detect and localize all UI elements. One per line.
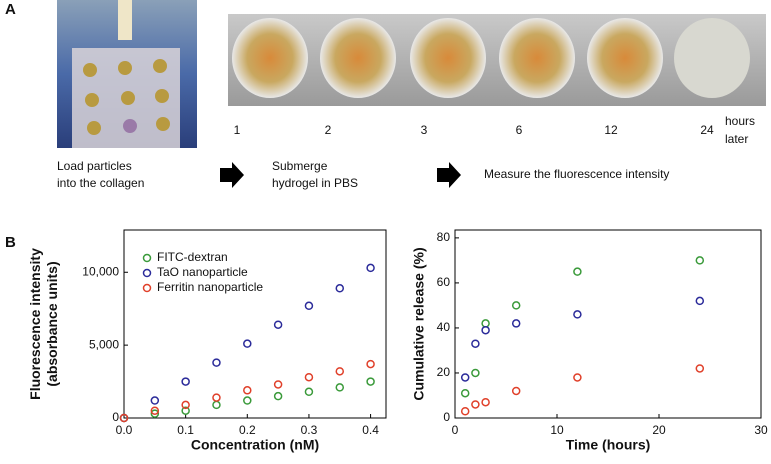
data-point xyxy=(471,339,480,348)
data-point xyxy=(243,339,252,348)
data-point xyxy=(150,409,160,418)
step-caption: into the collagen xyxy=(57,176,144,190)
arrow xyxy=(437,162,461,188)
data-point xyxy=(243,386,252,395)
data-point xyxy=(460,406,470,416)
well-time: 6 xyxy=(516,123,523,137)
step-caption: Measure the fluorescence intensity xyxy=(484,167,669,181)
hours-label: later xyxy=(725,132,748,146)
x-axis-label: Time (hours) xyxy=(566,437,651,453)
legend-label: FITC-dextran xyxy=(157,250,228,264)
data-point xyxy=(481,319,490,328)
data-point xyxy=(304,372,314,382)
x-tick-label: 30 xyxy=(754,423,768,437)
x-tick-label: 10 xyxy=(550,423,564,437)
panel-label: A xyxy=(5,1,16,18)
data-point xyxy=(481,397,490,407)
well-time: 3 xyxy=(421,123,428,137)
data-point xyxy=(335,284,345,293)
hours-label: hours xyxy=(725,114,755,128)
x-tick-label: 0 xyxy=(452,423,459,437)
x-axis-label: Concentration (nM) xyxy=(191,437,319,453)
legend-marker xyxy=(142,268,152,278)
data-point xyxy=(573,267,582,276)
y-tick-label: 5,000 xyxy=(89,337,119,351)
step-caption: hydrogel in PBS xyxy=(272,176,358,190)
plot-frame xyxy=(123,229,387,419)
data-point xyxy=(212,358,221,367)
y-tick-label: 20 xyxy=(437,365,451,379)
step-caption: Submerge xyxy=(272,159,328,173)
step-caption: Load particles xyxy=(57,159,132,173)
data-point xyxy=(273,391,283,401)
plot-frame xyxy=(454,229,762,419)
data-point xyxy=(335,383,345,392)
panel-label: B xyxy=(5,234,16,251)
arrow xyxy=(220,162,244,188)
legend-marker xyxy=(142,283,152,293)
photo-hydrogel xyxy=(57,0,197,148)
data-point xyxy=(573,310,582,319)
data-point xyxy=(366,377,375,386)
data-point xyxy=(273,320,283,329)
data-point xyxy=(511,319,521,328)
legend-marker xyxy=(142,253,152,263)
data-point xyxy=(212,393,221,402)
well-time: 2 xyxy=(325,123,332,137)
data-point xyxy=(243,396,252,405)
y-tick-label: 60 xyxy=(437,275,451,289)
data-point xyxy=(460,388,470,398)
x-tick-label: 20 xyxy=(652,423,666,437)
data-point xyxy=(212,400,221,410)
well-time: 12 xyxy=(604,123,618,137)
data-point xyxy=(366,359,375,369)
data-point xyxy=(366,263,375,273)
data-point xyxy=(471,368,480,378)
data-point xyxy=(181,377,190,386)
y-tick-label: 40 xyxy=(437,320,451,334)
x-tick-label: 0.1 xyxy=(177,423,194,437)
data-point xyxy=(150,406,160,415)
y-tick-label: 80 xyxy=(437,230,451,244)
x-tick-label: 0.0 xyxy=(116,423,133,437)
data-point xyxy=(481,325,490,335)
data-point xyxy=(511,386,521,396)
data-point xyxy=(273,380,283,389)
data-point xyxy=(181,400,190,410)
well-time: 1 xyxy=(234,123,241,137)
y-tick-label: 0 xyxy=(112,410,119,424)
well-time: 24 xyxy=(700,123,714,137)
data-point xyxy=(335,367,345,376)
y-tick-label: 10,000 xyxy=(82,264,119,278)
data-point xyxy=(471,400,480,409)
x-tick-label: 0.4 xyxy=(362,423,379,437)
data-point xyxy=(511,301,521,310)
y-axis-label: Cumulative release (%) xyxy=(411,247,427,400)
data-point xyxy=(304,301,314,311)
y-axis-label: (absorbance units) xyxy=(44,261,60,386)
data-point xyxy=(119,413,129,423)
data-point xyxy=(695,256,705,265)
data-point xyxy=(695,364,705,373)
data-point xyxy=(181,406,190,415)
legend-label: Ferritin nanoparticle xyxy=(157,280,263,294)
legend-label: TaO nanoparticle xyxy=(157,265,248,279)
data-point xyxy=(460,373,470,382)
data-point xyxy=(304,387,314,397)
data-point xyxy=(695,296,705,306)
y-axis-label: Fluorescence intensity xyxy=(27,248,43,400)
x-tick-label: 0.2 xyxy=(239,423,256,437)
photo-wells xyxy=(228,14,766,106)
x-tick-label: 0.3 xyxy=(301,423,318,437)
data-point xyxy=(150,396,160,405)
y-tick-label: 0 xyxy=(443,410,450,424)
data-point xyxy=(573,373,582,382)
